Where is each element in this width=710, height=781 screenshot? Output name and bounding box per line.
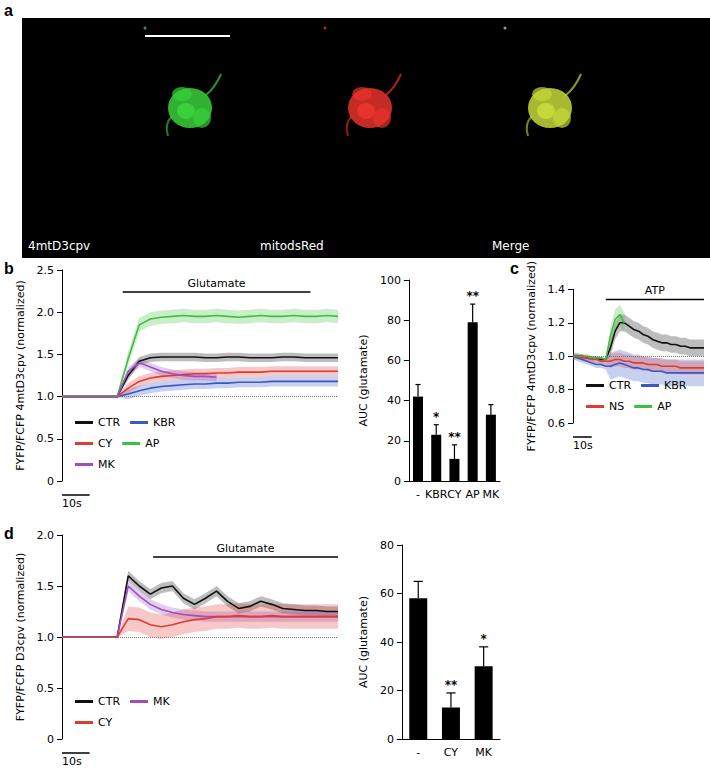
svg-text:FYFP/FCFP 4mtD3cpv (normalized: FYFP/FCFP 4mtD3cpv (normalized) <box>525 261 538 451</box>
svg-text:KBR: KBR <box>664 379 687 392</box>
svg-text:20: 20 <box>380 684 394 697</box>
svg-text:60: 60 <box>380 587 394 600</box>
svg-text:AUC (glutamate): AUC (glutamate) <box>357 335 370 427</box>
svg-text:NS: NS <box>609 400 624 413</box>
svg-text:MK: MK <box>483 488 500 501</box>
svg-text:80: 80 <box>380 539 394 552</box>
svg-text:0: 0 <box>394 475 401 488</box>
html-text:b: b <box>4 260 14 277</box>
svg-text:1.0: 1.0 <box>37 631 55 644</box>
svg-text:Merge: Merge <box>492 239 529 253</box>
svg-text:10s: 10s <box>573 439 593 452</box>
svg-text:60: 60 <box>387 354 401 367</box>
svg-text:80: 80 <box>387 314 401 327</box>
html-text:c: c <box>510 260 519 277</box>
svg-text:CY: CY <box>447 488 461 501</box>
svg-text:Glutamate: Glutamate <box>216 542 274 555</box>
svg-text:2.0: 2.0 <box>37 529 55 542</box>
svg-text:AP: AP <box>145 437 160 450</box>
svg-text:MK: MK <box>153 695 170 708</box>
svg-text:ATP: ATP <box>645 284 665 297</box>
svg-text:40: 40 <box>380 636 394 649</box>
svg-text:40: 40 <box>387 394 401 407</box>
svg-text:1.5: 1.5 <box>37 580 55 593</box>
svg-text:**: ** <box>466 289 479 303</box>
svg-text:2.5: 2.5 <box>37 264 55 277</box>
svg-text:1.5: 1.5 <box>37 348 55 361</box>
svg-text:20: 20 <box>387 434 401 447</box>
svg-text:-: - <box>416 488 420 501</box>
svg-text:CY: CY <box>98 716 112 729</box>
svg-text:0: 0 <box>47 733 54 746</box>
svg-text:1.2: 1.2 <box>548 316 566 329</box>
svg-text:0.5: 0.5 <box>37 682 55 695</box>
svg-text:**: ** <box>445 678 458 692</box>
svg-text:1.0: 1.0 <box>37 390 55 403</box>
svg-text:0.5: 0.5 <box>37 432 55 445</box>
html-text:a: a <box>4 2 13 19</box>
svg-text:0: 0 <box>47 475 54 488</box>
svg-text:10s: 10s <box>62 755 82 768</box>
svg-text:KBR: KBR <box>425 488 448 501</box>
svg-text:1.4: 1.4 <box>548 283 566 296</box>
html-text:d: d <box>4 525 14 542</box>
svg-text:CY: CY <box>444 746 458 759</box>
svg-text:KBR: KBR <box>153 416 176 429</box>
svg-text:CTR: CTR <box>609 379 631 392</box>
svg-text:0: 0 <box>387 733 394 746</box>
svg-text:1.0: 1.0 <box>548 350 566 363</box>
svg-text:CTR: CTR <box>98 416 120 429</box>
svg-text:MK: MK <box>98 458 115 471</box>
svg-text:FYFP/FCFP 4mtD3cpv (normalized: FYFP/FCFP 4mtD3cpv (normalized) <box>14 280 27 470</box>
svg-text:mitodsRed: mitodsRed <box>260 239 324 253</box>
svg-text:**: ** <box>448 430 461 444</box>
svg-text:AUC (glutamate): AUC (glutamate) <box>357 596 370 688</box>
svg-text:Glutamate: Glutamate <box>187 277 245 290</box>
svg-text:AP: AP <box>657 400 672 413</box>
svg-text:4mtD3cpv: 4mtD3cpv <box>28 239 90 253</box>
svg-text:2.0: 2.0 <box>37 306 55 319</box>
svg-text:100: 100 <box>380 274 401 287</box>
svg-text:CY: CY <box>98 437 112 450</box>
svg-text:AP: AP <box>466 488 481 501</box>
svg-text:CTR: CTR <box>98 695 120 708</box>
svg-text:-: - <box>416 746 420 759</box>
svg-text:0.8: 0.8 <box>548 383 566 396</box>
svg-text:*: * <box>481 632 488 646</box>
svg-text:10s: 10s <box>62 497 82 510</box>
svg-text:MK: MK <box>475 746 492 759</box>
svg-text:*: * <box>433 410 440 424</box>
svg-text:FYFP/FCFP D3cpv (normalized): FYFP/FCFP D3cpv (normalized) <box>14 553 27 721</box>
svg-text:0.6: 0.6 <box>548 417 566 430</box>
